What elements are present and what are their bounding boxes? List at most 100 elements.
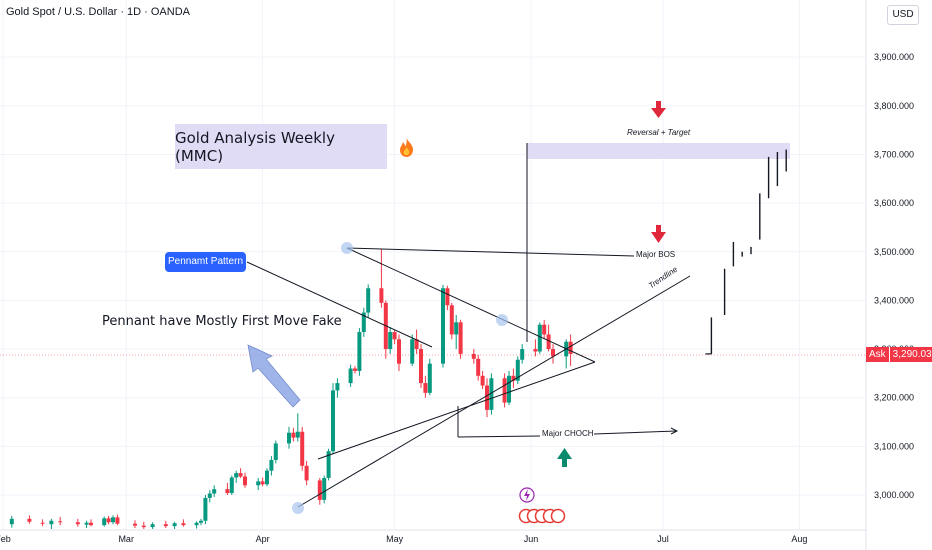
candle: [520, 344, 525, 364]
candle: [326, 448, 331, 481]
candle-body: [502, 378, 507, 403]
y-axis: 3,000.0003,100.0003,200.0003,300.0003,40…: [874, 52, 914, 500]
candle-body: [511, 375, 516, 381]
candle: [542, 319, 547, 340]
candle: [212, 485, 217, 497]
candle: [234, 470, 239, 483]
candle-body: [243, 476, 247, 486]
candle: [260, 477, 265, 487]
candle: [331, 383, 335, 454]
candle: [40, 519, 45, 527]
candle-body: [269, 459, 274, 471]
candle-body: [326, 451, 331, 478]
candle-body: [49, 520, 54, 525]
event-flags-icon: [518, 508, 566, 524]
candle: [207, 490, 212, 503]
x-tick-label: Aug: [791, 534, 807, 544]
candle-body: [260, 481, 265, 485]
candle: [423, 375, 428, 398]
x-axis: Feb Mar Apr May Jun Jul Aug: [0, 529, 866, 544]
candle-body: [229, 477, 234, 494]
candle-body: [361, 312, 366, 333]
candle: [115, 514, 120, 526]
candle: [265, 468, 269, 487]
candle: [357, 328, 362, 376]
candle: [533, 339, 538, 357]
choch-arrow-head: [670, 427, 679, 435]
candle-body: [291, 432, 296, 438]
candle-body: [331, 390, 335, 452]
candle-body: [533, 349, 538, 352]
swing-high-marker: [341, 242, 353, 254]
y-tick-label: 3,500.000: [874, 247, 914, 257]
candle-body: [476, 358, 481, 376]
candle-body: [150, 524, 155, 528]
candle: [84, 520, 89, 529]
candle: [89, 519, 93, 527]
candle-body: [507, 375, 511, 403]
candle: [291, 427, 296, 442]
candle: [379, 249, 384, 308]
candle-body: [199, 520, 203, 523]
candle: [9, 515, 14, 528]
y-tick-label: 3,000.000: [874, 490, 914, 500]
candle: [317, 477, 322, 505]
candle-body: [322, 477, 327, 500]
candle-body: [194, 522, 199, 526]
candle-body: [163, 524, 168, 527]
candle-body: [423, 383, 428, 393]
currency-button[interactable]: USD: [887, 5, 919, 25]
grid: [0, 0, 866, 530]
candle: [551, 344, 555, 364]
candle: [353, 366, 357, 374]
candle-body: [58, 521, 63, 523]
candle-body: [537, 324, 542, 352]
candle: [441, 284, 445, 368]
candle-body: [207, 493, 212, 498]
candle-body: [542, 324, 547, 335]
candle-body: [485, 385, 489, 410]
candle-body: [441, 288, 445, 364]
y-tick-label: 3,700.000: [874, 149, 914, 159]
pennant-pattern-label: Pennamt Pattern: [165, 252, 246, 272]
pattern-pointer-line: [246, 261, 433, 348]
ask-price-badge: Ask 3,290.030: [866, 347, 932, 362]
symbol-header[interactable]: Gold Spot / U.S. Dollar · 1D · OANDA: [6, 6, 190, 18]
candle-body: [458, 322, 463, 354]
candle-body: [265, 470, 269, 485]
candle: [322, 475, 327, 504]
trendline: [297, 275, 691, 508]
y-tick-label: 3,800.000: [874, 101, 914, 111]
candle-body: [414, 339, 419, 350]
candle: [199, 518, 203, 526]
swing-low-marker: [292, 502, 304, 514]
candle-body: [366, 288, 371, 313]
projected-path: [705, 149, 787, 355]
y-tick-label: 3,400.000: [874, 295, 914, 305]
down-arrow-icon: [651, 101, 666, 118]
candle: [238, 468, 243, 478]
candle-body: [419, 349, 423, 384]
up-arrow-icon: [557, 448, 572, 467]
candle-body: [449, 305, 454, 335]
candle-body: [238, 473, 243, 477]
candle-body: [471, 353, 476, 359]
candle: [181, 519, 186, 527]
candle-body: [357, 332, 362, 371]
candle: [269, 456, 274, 476]
candle-body: [234, 473, 239, 478]
candle-body: [141, 525, 146, 528]
candle: [445, 285, 450, 311]
pennant-lower-line: [317, 361, 596, 460]
x-tick-label: Mar: [118, 534, 134, 544]
candle: [511, 368, 516, 388]
candle-body: [520, 349, 525, 360]
choch-line-right: [593, 430, 677, 435]
ask-price: 3,290.030: [888, 347, 932, 362]
candle-body: [102, 518, 107, 526]
candle: [489, 373, 494, 415]
candle: [287, 426, 291, 449]
candle: [471, 349, 476, 364]
candle: [58, 516, 63, 526]
